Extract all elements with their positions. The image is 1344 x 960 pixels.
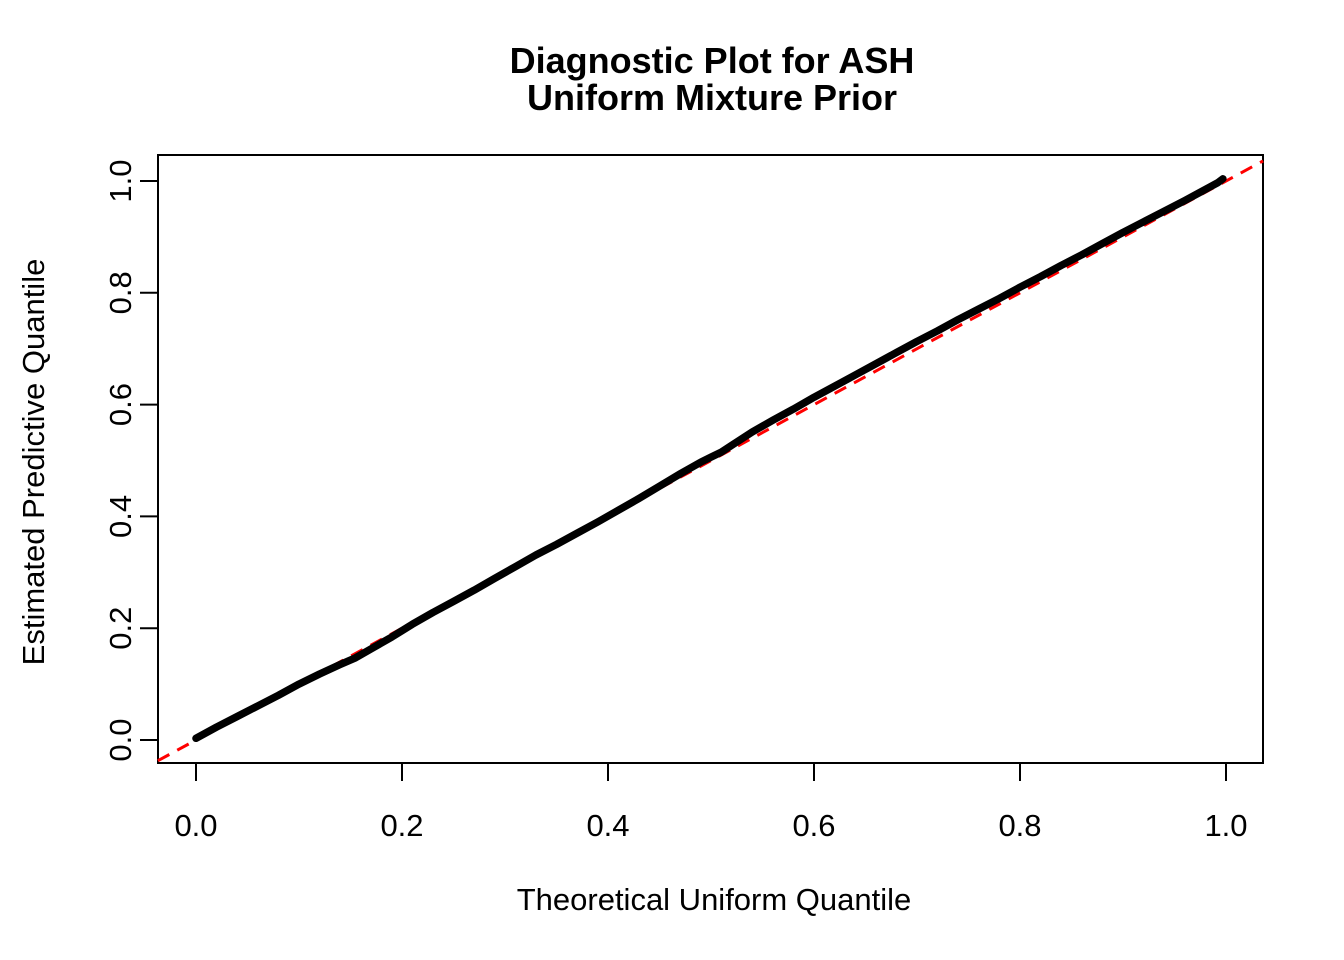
x-tick-label: 0.4	[586, 808, 629, 843]
x-tick-label: 0.0	[174, 808, 217, 843]
x-tick-label: 0.6	[792, 808, 835, 843]
x-tick-label: 1.0	[1204, 808, 1247, 843]
y-tick-label: 0.6	[103, 383, 138, 426]
y-tick-label: 1.0	[103, 159, 138, 202]
y-tick-label: 0.8	[103, 271, 138, 314]
plot-box	[157, 154, 1264, 764]
x-axis-ticks: 0.0 0.2 0.4 0.6 0.8 1.0	[174, 763, 1248, 843]
x-tick-label: 0.8	[998, 808, 1041, 843]
qq-curve	[192, 175, 1227, 743]
plot-title-line1: Diagnostic Plot for ASH	[510, 40, 915, 81]
x-tick-label: 0.2	[380, 808, 423, 843]
y-tick-label: 0.4	[103, 495, 138, 538]
plot-title-line2: Uniform Mixture Prior	[527, 77, 897, 118]
y-axis-ticks: 0.0 0.2 0.4 0.6 0.8 1.0	[103, 159, 158, 762]
x-axis-label: Theoretical Uniform Quantile	[517, 882, 912, 917]
y-tick-label: 0.2	[103, 607, 138, 650]
y-axis-label: Estimated Predictive Quantile	[16, 259, 51, 666]
y-tick-label: 0.0	[103, 718, 138, 761]
